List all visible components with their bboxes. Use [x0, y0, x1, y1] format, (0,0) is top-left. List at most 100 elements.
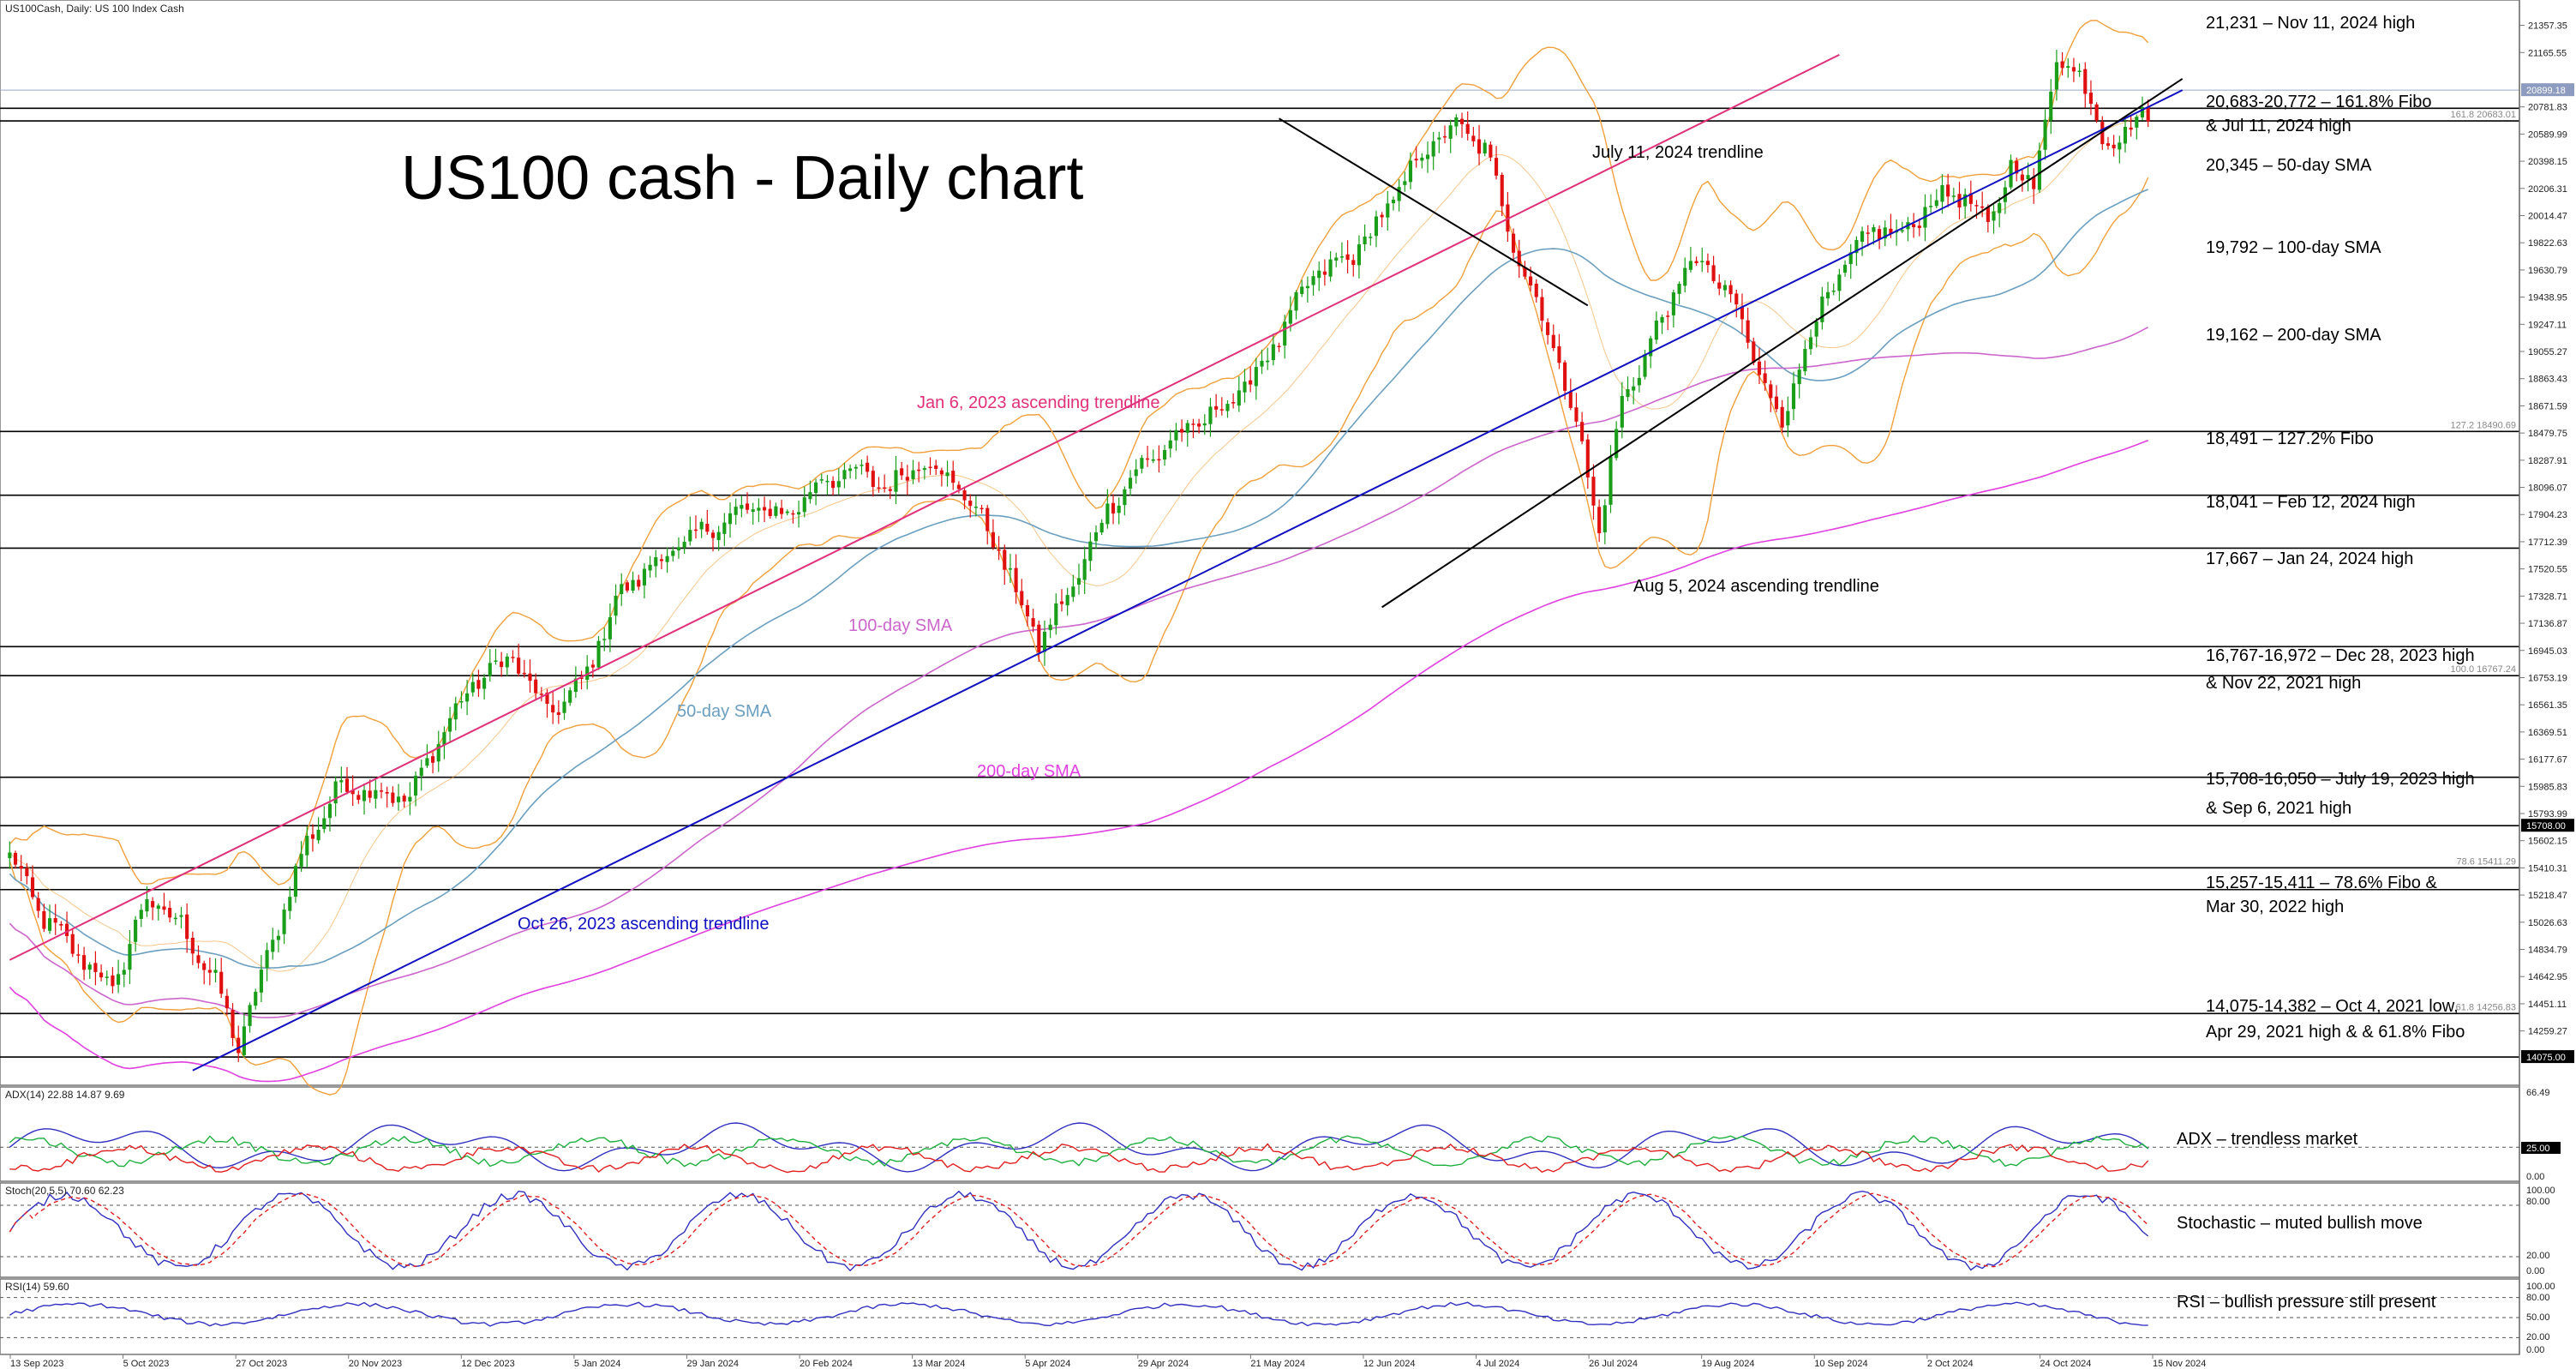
stoch-tick: 100.00: [2526, 1186, 2555, 1196]
candle-body: [551, 705, 555, 713]
annotation-jul11-high: & Jul 11, 2024 high: [2206, 117, 2351, 135]
candle-body: [991, 531, 995, 548]
candle-body: [1951, 195, 1956, 197]
x-tick-label: 29 Apr 2024: [1138, 1359, 1189, 1369]
y-tick-label: 15985.83: [2528, 782, 2567, 792]
candle-body: [1546, 321, 1550, 335]
candle-body: [385, 791, 389, 794]
y-tick-label: 15218.47: [2528, 891, 2567, 901]
x-tick-label: 29 Jan 2024: [686, 1359, 739, 1369]
candle-body: [465, 693, 470, 702]
x-tick-label: 10 Sep 2024: [1814, 1359, 1867, 1369]
candle-body: [2054, 62, 2058, 90]
candle-body: [1357, 244, 1361, 266]
candle-body: [1477, 139, 1482, 154]
sma50-line: [9, 189, 2148, 970]
candle-body: [145, 899, 149, 912]
rsi-tick: 100.00: [2526, 1282, 2555, 1292]
y-tick-label: 20398.15: [2528, 157, 2567, 167]
candle-body: [1998, 202, 2002, 213]
candle-body: [1917, 225, 1921, 228]
candle-body: [831, 481, 836, 489]
candle-body: [87, 964, 92, 970]
candle-body: [1746, 320, 1750, 343]
candle-body: [36, 898, 40, 911]
candle-body: [1231, 402, 1236, 404]
candle-body: [2015, 160, 2019, 174]
candle-body: [64, 923, 69, 937]
adx-level-tag: [2521, 1142, 2561, 1154]
x-tick-label: 24 Oct 2024: [2040, 1359, 2091, 1369]
x-tick-label: 5 Oct 2023: [123, 1359, 170, 1369]
candle-body: [1963, 194, 1968, 207]
candle-body: [734, 507, 738, 515]
candle-body: [866, 462, 870, 472]
candle-body: [802, 497, 806, 513]
candle-body: [419, 767, 423, 777]
x-tick-label: 2 Oct 2024: [1927, 1359, 1974, 1369]
candle-body: [2106, 143, 2111, 147]
candle-body: [973, 507, 978, 508]
candle-body: [836, 481, 841, 488]
candle-body: [476, 680, 481, 689]
candle-body: [8, 852, 12, 859]
adx-tick: 66.49: [2526, 1088, 2550, 1098]
candle-body: [1408, 160, 1413, 183]
candle-body: [1791, 383, 1796, 410]
candle-body: [1300, 286, 1304, 294]
candle-body: [53, 918, 57, 923]
y-tick-label: 14642.95: [2528, 972, 2567, 982]
candle-body: [1986, 207, 1990, 222]
adx-tick: 0.00: [2526, 1172, 2544, 1182]
candle-body: [1163, 450, 1167, 460]
y-tick-label: 18671.59: [2528, 401, 2567, 411]
candle-body: [1580, 422, 1585, 441]
candle-body: [470, 681, 475, 693]
candle-body: [654, 556, 658, 567]
annotation-sma200: 19,162 – 200-day SMA: [2206, 326, 2381, 345]
candle-body: [408, 796, 412, 802]
y-tick-label: 19247.11: [2528, 320, 2567, 330]
candle-body: [625, 582, 629, 591]
candle-body: [168, 907, 172, 918]
candle-body: [1076, 578, 1081, 585]
candle-body: [2037, 150, 2041, 190]
candle-body: [740, 505, 744, 509]
stoch-tick: 80.00: [2526, 1197, 2550, 1207]
candle-body: [1711, 265, 1716, 281]
y-tick-label: 17328.71: [2528, 591, 2567, 602]
candle-body: [979, 507, 984, 510]
stoch-tick: 0.00: [2526, 1266, 2544, 1276]
candle-body: [1500, 175, 1504, 207]
candle-body: [710, 532, 716, 538]
symbol-label: US100Cash, Daily: US 100 Index Cash: [5, 3, 184, 15]
candle-body: [413, 776, 418, 796]
candle-body: [1700, 261, 1704, 262]
candle-body: [1065, 595, 1069, 606]
candle-body: [1848, 252, 1853, 264]
x-tick-label: 20 Feb 2024: [800, 1359, 853, 1369]
candle-body: [1339, 256, 1344, 258]
candle-body: [808, 492, 812, 500]
adx-annotation: ADX – trendless market: [2177, 1130, 2358, 1149]
y-tick-label: 18287.91: [2528, 456, 2567, 466]
chart-title: US100 cash - Daily chart: [401, 144, 1083, 213]
candle-body: [1123, 489, 1127, 506]
candle-body: [2146, 106, 2150, 122]
candle-body: [1808, 337, 1813, 350]
candle-body: [883, 487, 887, 489]
price-tag-text: 15708.00: [2526, 821, 2566, 832]
candle-body: [1020, 591, 1024, 606]
candle-body: [185, 914, 189, 940]
y-tick-label: 16561.35: [2528, 700, 2567, 711]
x-tick-label: 27 Oct 2023: [236, 1359, 287, 1369]
y-tick-label: 14451.11: [2528, 1000, 2567, 1010]
candle-body: [99, 972, 104, 978]
candle-body: [1174, 429, 1178, 441]
candle-body: [1831, 290, 1836, 292]
candle-body: [1769, 384, 1773, 399]
fibo-level-tag: 127.2 18490.69: [2451, 420, 2516, 430]
candle-body: [1054, 603, 1058, 626]
y-tick-label: 16177.67: [2528, 755, 2567, 766]
